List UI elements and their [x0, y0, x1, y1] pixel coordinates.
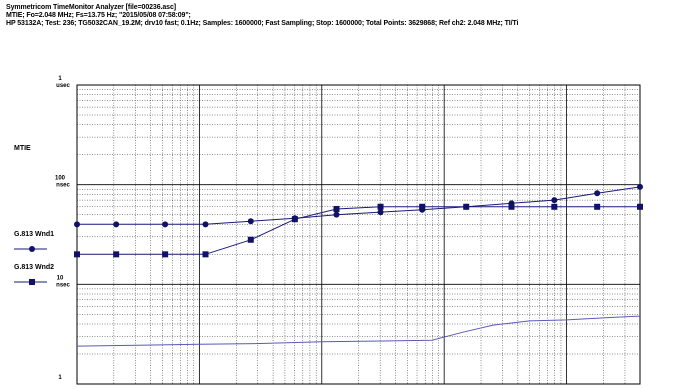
data-point [113, 251, 119, 257]
data-point [292, 216, 298, 222]
data-point [333, 206, 339, 212]
chart-grid [77, 85, 640, 384]
chart-title: MTIE [14, 145, 31, 152]
data-point [378, 204, 384, 210]
y-tick-unit: nsec [56, 183, 70, 189]
legend-label-2: G.813 Wnd2 [14, 264, 54, 271]
y-tick-label: 1 [58, 375, 62, 381]
data-point [333, 212, 339, 218]
data-point [637, 184, 643, 190]
data-point [419, 204, 425, 210]
data-point [508, 204, 514, 210]
data-point [378, 209, 384, 215]
legend-marker-1 [29, 246, 35, 252]
legend-marker-2 [29, 279, 35, 285]
data-point [551, 197, 557, 203]
data-point [162, 251, 168, 257]
data-point [594, 204, 600, 210]
data-point [162, 221, 168, 227]
data-point [248, 237, 254, 243]
y-tick-unit: nsec [56, 282, 70, 288]
chart-series [74, 184, 643, 346]
legend-label-1: G.813 Wnd1 [14, 231, 54, 238]
data-point [463, 204, 469, 210]
data-point [74, 251, 80, 257]
data-point [203, 221, 209, 227]
plot-frame [77, 85, 640, 384]
data-point [551, 204, 557, 210]
data-point [113, 221, 119, 227]
y-tick-label: 100 [55, 176, 66, 182]
data-point [637, 204, 643, 210]
data-point [248, 218, 254, 224]
data-point [594, 190, 600, 196]
y-tick-label: 10 [57, 275, 64, 281]
data-point [203, 251, 209, 257]
y-tick-label: 1 [58, 76, 62, 82]
data-point [74, 221, 80, 227]
chart-legend: G.813 Wnd1 G.813 Wnd2 [14, 231, 54, 285]
y-tick-unit: usec [56, 83, 70, 89]
